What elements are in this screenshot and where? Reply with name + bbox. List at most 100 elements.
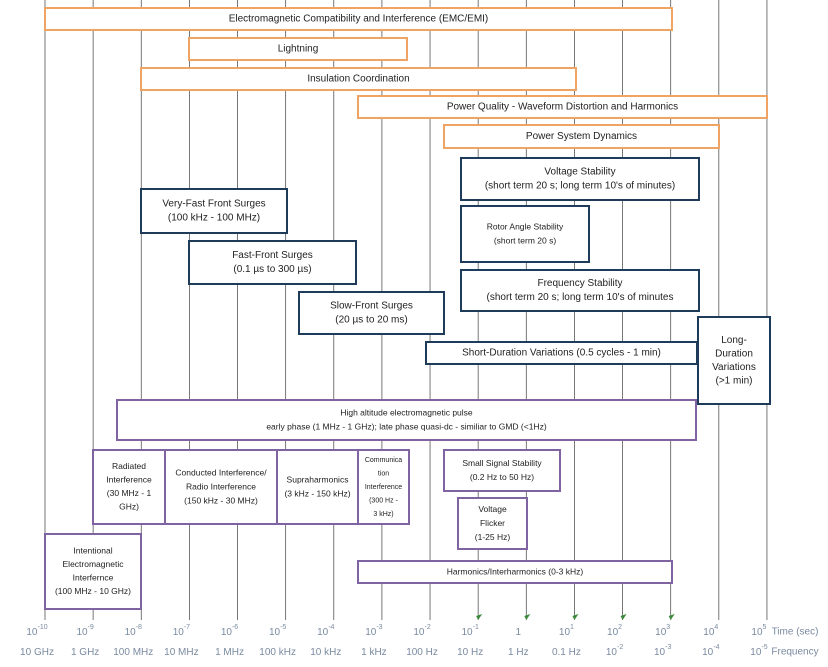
- tick-label: 1 MHz: [215, 647, 244, 658]
- box: [357, 449, 410, 525]
- tick-exp: 2: [618, 624, 622, 631]
- box-label: Slow-Front Surges: [330, 301, 413, 312]
- marker: [476, 614, 483, 620]
- box-label: (30 MHz - 1: [107, 488, 152, 498]
- tick-base: 1: [516, 627, 522, 638]
- box-label: Lightning: [278, 44, 319, 55]
- tick-label: 105: [751, 624, 766, 638]
- tick-base: 10: [221, 627, 233, 638]
- box-label: early phase (1 MHz - 1 GHz); late phase …: [266, 421, 547, 431]
- box: [460, 157, 700, 201]
- box-label: Interfernce: [73, 573, 114, 583]
- axis-label: Frequency: [771, 647, 818, 658]
- tick-label: 10-5: [750, 644, 767, 658]
- tick-label: 10-1: [461, 624, 478, 638]
- tick-base: 10: [125, 627, 137, 638]
- box-label: Interference: [365, 484, 402, 491]
- box-label: (short term 20 s; long term 10's of minu…: [485, 181, 675, 192]
- box: [276, 449, 359, 525]
- axis: 10-10 10-9 10-8 10-7 10-6 10-5 10-4 10-3 10-2 10-…: [20, 624, 819, 658]
- box-label: Conducted Interference/: [175, 467, 267, 477]
- box-label: Harmonics/Interharmonics (0-3 kHz): [447, 566, 584, 576]
- tick-base: 10: [751, 627, 763, 638]
- tick-exp: 3: [666, 624, 670, 631]
- box: [140, 67, 577, 91]
- box-label: (3 kHz - 150 kHz): [284, 488, 350, 498]
- tick-label: 10-6: [221, 624, 238, 638]
- box-label: Voltage: [478, 504, 507, 514]
- box-label: Fast-Front Surges: [232, 250, 313, 261]
- tick-label: 10-5: [269, 624, 286, 638]
- tick-base: 10: [173, 627, 185, 638]
- box: [460, 269, 700, 312]
- box-label: (0.1 µs to 300 µs): [233, 264, 311, 275]
- tick-label: 104: [703, 624, 718, 638]
- tick-label: 1 Hz: [508, 647, 529, 658]
- box-label: (1-25 Hz): [475, 532, 511, 542]
- tick-label: 10-7: [173, 624, 190, 638]
- tick-label: 102: [607, 624, 622, 638]
- tick-base: 10 MHz: [164, 647, 198, 658]
- box-label: (short term 20 s): [494, 235, 557, 245]
- axis-label: Time (sec): [772, 627, 819, 638]
- tick-label: 100 kHz: [259, 647, 296, 658]
- box: [188, 240, 357, 285]
- box-label: Short-Duration Variations (0.5 cycles - …: [462, 348, 661, 359]
- tick-label: 103: [655, 624, 670, 638]
- tick-base: 10: [365, 627, 377, 638]
- box-label: Supraharmonics: [287, 474, 349, 484]
- box: [140, 188, 288, 234]
- tick-base: 1 Hz: [508, 647, 529, 658]
- tick-base: 10: [413, 627, 425, 638]
- box-label: (150 kHz - 30 MHz): [184, 495, 258, 505]
- tick-exp: 5: [763, 624, 767, 631]
- box-label: (300 Hz -: [369, 497, 398, 504]
- tick-exp: -2: [424, 624, 430, 631]
- tick-exp: 1: [570, 624, 574, 631]
- tick-label: 0.1 Hz: [552, 647, 581, 658]
- box-label: Electromagnetic: [63, 559, 125, 569]
- tick-base: 10: [26, 627, 38, 638]
- tick-label: 1: [516, 627, 522, 638]
- marker: [524, 614, 531, 620]
- tick-exp: -2: [617, 644, 623, 651]
- tick-base: 1 kHz: [361, 647, 387, 658]
- tick-base: 10 GHz: [20, 647, 54, 658]
- tick-exp: -4: [713, 644, 719, 651]
- tick-base: 10: [461, 627, 473, 638]
- tick-exp: -1: [473, 624, 479, 631]
- box-label: (100 kHz - 100 MHz): [168, 213, 260, 224]
- box-label: Communica: [365, 457, 402, 464]
- box-label: Intentional: [73, 546, 112, 556]
- box-label: 3 kHz): [373, 511, 393, 518]
- tick-label: 10-4: [702, 644, 719, 658]
- tick-label: 1 GHz: [71, 647, 99, 658]
- box-label: tion: [378, 470, 389, 477]
- box: [357, 560, 673, 584]
- tick-exp: -4: [328, 624, 334, 631]
- box-label: (0.2 Hz to 50 Hz): [470, 472, 534, 482]
- box-label: GHz): [119, 502, 139, 512]
- box-label: Voltage Stability: [544, 167, 615, 178]
- tick-label: 10-3: [654, 644, 671, 658]
- box-label: (>1 min): [716, 375, 753, 386]
- tick-base: 10: [703, 627, 715, 638]
- box-label: Variations: [712, 362, 756, 373]
- box-label: Rotor Angle Stability: [487, 221, 564, 231]
- box: [188, 37, 408, 61]
- box: [298, 291, 445, 335]
- box: [44, 533, 142, 610]
- box: [443, 124, 720, 149]
- tick-base: 1 GHz: [71, 647, 99, 658]
- box: [164, 449, 278, 525]
- marker: [620, 614, 627, 620]
- tick-label: 10-2: [413, 624, 430, 638]
- tick-base: 100 kHz: [259, 647, 296, 658]
- tick-base: 10: [655, 627, 667, 638]
- box-label: Duration: [715, 348, 753, 359]
- tick-base: 10: [559, 627, 571, 638]
- box: [697, 316, 771, 405]
- tick-base: 0.1 Hz: [552, 647, 581, 658]
- box-label: Frequency Stability: [537, 278, 622, 289]
